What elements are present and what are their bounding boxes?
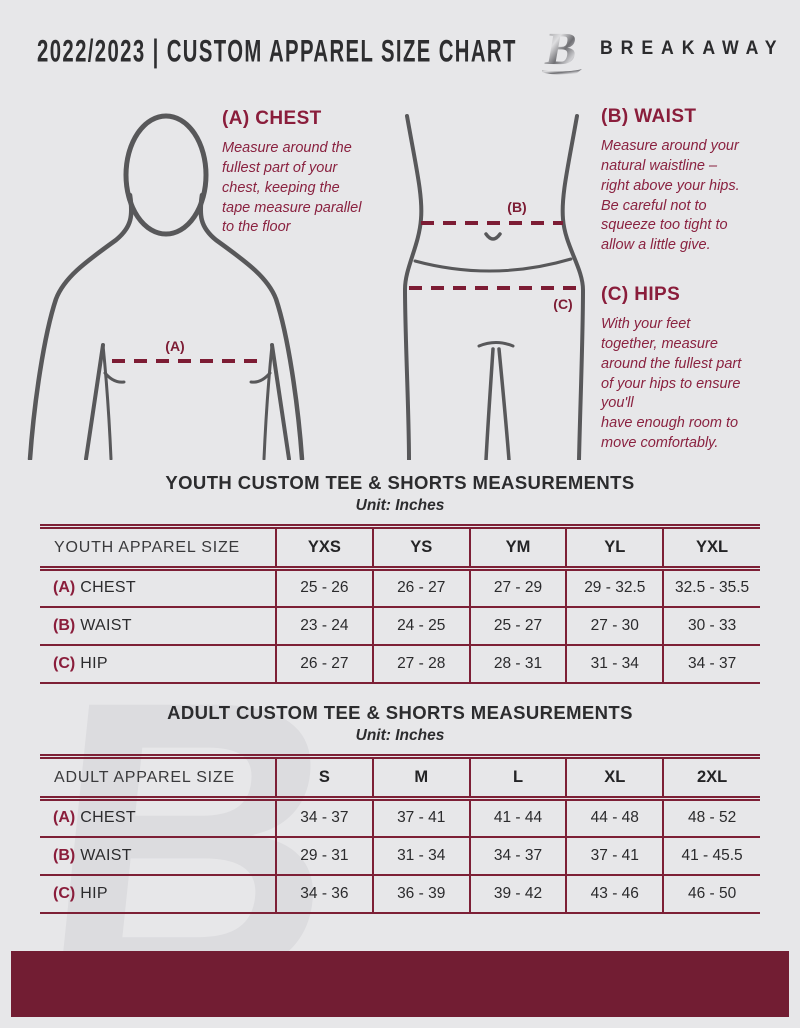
row-name: CHEST [80, 809, 136, 827]
youth-size-ym: YM [468, 524, 567, 571]
youth-size-section: YOUTH CUSTOM TEE & SHORTS MEASUREMENTS U… [40, 472, 760, 684]
youth-waist-row: (B) WAIST 23 - 24 24 - 25 25 - 27 27 - 30… [40, 606, 760, 646]
value-cell: 27 - 30 [565, 606, 664, 646]
youth-hip-row: (C) HIP 26 - 27 27 - 28 28 - 31 31 - 34 3… [40, 644, 760, 684]
youth-table-title: YOUTH CUSTOM TEE & SHORTS MEASUREMENTS [165, 472, 635, 493]
row-name: WAIST [80, 616, 132, 634]
value-cell: 44 - 48 [565, 798, 664, 838]
adult-unit-label: Unit: Inches [355, 727, 445, 744]
value-cell: 37 - 41 [371, 798, 470, 838]
adult-waist-row: (B) WAIST 29 - 31 31 - 34 34 - 37 37 - 41… [40, 836, 760, 876]
brand-name: BREAKAWAY [600, 38, 785, 59]
hips-guide-heading: (C) HIPS [601, 284, 681, 305]
waist-marker-label: (B) [507, 199, 526, 215]
youth-unit-label: Unit: Inches [355, 497, 445, 514]
footer-accent-bar [11, 951, 789, 1017]
row-prefix: (A) [53, 809, 76, 827]
row-prefix: (C) [53, 884, 76, 902]
row-name: HIP [80, 654, 108, 672]
row-name: CHEST [80, 579, 136, 597]
youth-size-yxl: YXL [662, 524, 760, 571]
value-cell: 28 - 31 [468, 644, 567, 684]
adult-size-s: S [275, 754, 373, 801]
chest-guide-heading: (A) CHEST [222, 108, 322, 129]
row-label-hip: (C) HIP [40, 644, 276, 684]
value-cell: 26 - 27 [275, 644, 373, 684]
adult-size-section: ADULT CUSTOM TEE & SHORTS MEASUREMENTS U… [40, 702, 760, 914]
adult-size-l: L [468, 754, 567, 801]
youth-size-column-header: YOUTH APPAREL SIZE [40, 524, 276, 571]
page-title: 2022/2023 | CUSTOM APPAREL SIZE CHART [37, 34, 517, 70]
hips-marker-label: (C) [553, 296, 572, 312]
row-label-chest: (A) CHEST [40, 798, 276, 838]
adult-table-title: ADULT CUSTOM TEE & SHORTS MEASUREMENTS [167, 702, 633, 723]
chest-figure-illustration: (A) [27, 113, 305, 460]
page-header: 2022/2023 | CUSTOM APPAREL SIZE CHART B … [0, 0, 800, 95]
waist-hips-figure-illustration: (B) (C) [402, 114, 586, 460]
value-cell: 36 - 39 [371, 874, 470, 914]
adult-size-2xl: 2XL [662, 754, 760, 801]
adult-size-column-header: ADULT APPAREL SIZE [40, 754, 276, 801]
value-cell: 25 - 27 [468, 606, 567, 646]
youth-size-yxs: YXS [275, 524, 373, 571]
adult-size-table: ADULT APPAREL SIZE S M L XL 2XL (A) CHEST… [40, 754, 760, 914]
value-cell: 48 - 52 [662, 798, 760, 838]
value-cell: 31 - 34 [371, 836, 470, 876]
row-label-chest: (A) CHEST [40, 568, 276, 608]
waist-guide: (B) WAIST Measure around your natural wa… [601, 106, 796, 256]
youth-size-yl: YL [565, 524, 664, 571]
youth-size-ys: YS [371, 524, 470, 571]
adult-chest-row: (A) CHEST 34 - 37 37 - 41 41 - 44 44 - 48… [40, 798, 760, 838]
row-prefix: (B) [53, 616, 76, 634]
row-label-waist: (B) WAIST [40, 606, 276, 646]
waist-guide-heading: (B) WAIST [601, 106, 697, 127]
value-cell: 32.5 - 35.5 [662, 568, 760, 608]
value-cell: 24 - 25 [371, 606, 470, 646]
value-cell: 34 - 37 [662, 644, 760, 684]
hips-guide-text: With your feet together, measure around … [601, 316, 742, 452]
value-cell: 41 - 45.5 [662, 836, 760, 876]
row-label-hip: (C) HIP [40, 874, 276, 914]
breakaway-b-logo-icon: B [542, 24, 582, 75]
row-prefix: (A) [53, 579, 76, 597]
youth-chest-row: (A) CHEST 25 - 26 26 - 27 27 - 29 29 - 32… [40, 568, 760, 608]
svg-text:B: B [542, 24, 582, 75]
value-cell: 43 - 46 [565, 874, 664, 914]
value-cell: 37 - 41 [565, 836, 664, 876]
value-cell: 46 - 50 [662, 874, 760, 914]
value-cell: 29 - 31 [275, 836, 373, 876]
value-cell: 34 - 37 [275, 798, 373, 838]
hips-guide: (C) HIPS With your feet together, measur… [601, 284, 796, 454]
value-cell: 41 - 44 [468, 798, 567, 838]
youth-header-row: YOUTH APPAREL SIZE YXS YS YM YL YXL [40, 524, 760, 571]
brand-lockup: B BREAKAWAY [541, 22, 798, 76]
row-name: HIP [80, 884, 108, 902]
value-cell: 31 - 34 [565, 644, 664, 684]
youth-size-table: YOUTH APPAREL SIZE YXS YS YM YL YXL (A) C… [40, 524, 760, 684]
row-name: WAIST [80, 846, 132, 864]
value-cell: 27 - 28 [371, 644, 470, 684]
value-cell: 30 - 33 [662, 606, 760, 646]
adult-hip-row: (C) HIP 34 - 36 36 - 39 39 - 42 43 - 46 4… [40, 874, 760, 914]
value-cell: 26 - 27 [371, 568, 470, 608]
value-cell: 23 - 24 [275, 606, 373, 646]
adult-header-row: ADULT APPAREL SIZE S M L XL 2XL [40, 754, 760, 801]
value-cell: 34 - 37 [468, 836, 567, 876]
row-prefix: (B) [53, 846, 76, 864]
row-label-waist: (B) WAIST [40, 836, 276, 876]
value-cell: 25 - 26 [275, 568, 373, 608]
value-cell: 29 - 32.5 [565, 568, 664, 608]
adult-size-m: M [371, 754, 470, 801]
row-prefix: (C) [53, 654, 76, 672]
value-cell: 34 - 36 [275, 874, 373, 914]
value-cell: 39 - 42 [468, 874, 567, 914]
chest-guide: (A) CHEST Measure around the fullest par… [222, 108, 402, 238]
waist-guide-text: Measure around your natural waistline – … [601, 138, 740, 254]
value-cell: 27 - 29 [468, 568, 567, 608]
adult-size-xl: XL [565, 754, 664, 801]
chest-marker-label: (A) [165, 338, 184, 354]
chest-guide-text: Measure around the fullest part of your … [222, 140, 362, 236]
